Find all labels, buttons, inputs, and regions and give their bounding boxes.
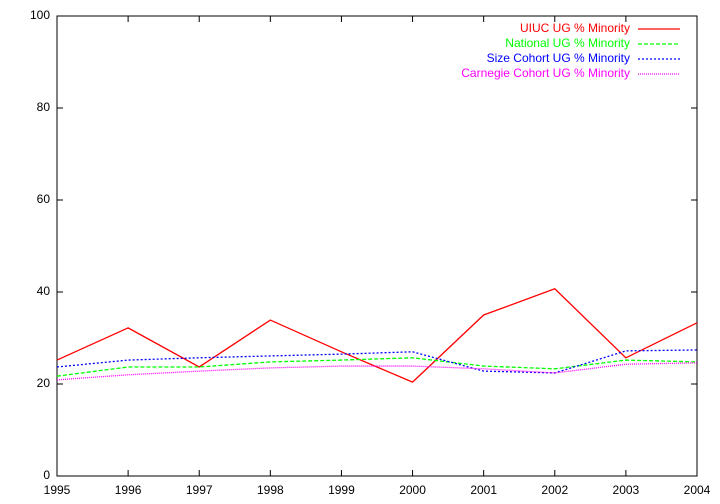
y-tick-label: 40 [37,284,51,298]
series-line [56,362,698,381]
x-tick-label: 1998 [257,483,284,497]
legend-label: Carnegie Cohort UG % Minority [461,66,630,80]
legend-label: Size Cohort UG % Minority [487,51,630,65]
y-tick-label: 20 [37,376,51,390]
x-tick-label: 2004 [684,483,711,497]
x-tick-label: 2003 [613,483,640,497]
y-tick-label: 0 [43,468,50,482]
series-line [56,288,698,383]
x-tick-label: 2002 [541,483,568,497]
x-tick-label: 1995 [44,483,71,497]
y-tick-label: 60 [37,192,51,206]
legend-label: National UG % Minority [505,36,630,50]
series-line [56,349,698,374]
x-tick-label: 1996 [115,483,142,497]
x-tick-label: 1997 [186,483,213,497]
legend-label: UIUC UG % Minority [520,21,630,35]
y-tick-label: 80 [37,100,51,114]
y-tick-label: 100 [30,8,50,22]
plot-frame [56,15,698,477]
x-tick-label: 2000 [399,483,426,497]
series-line [56,357,698,377]
x-tick-label: 1999 [328,483,355,497]
x-tick-label: 2001 [470,483,497,497]
